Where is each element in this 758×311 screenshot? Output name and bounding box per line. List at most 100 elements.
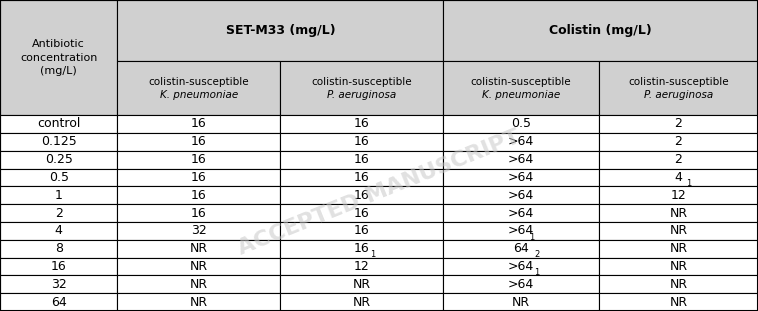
Bar [117, 222, 280, 240]
Bar [599, 293, 758, 311]
Text: 8: 8 [55, 242, 63, 255]
Text: 64: 64 [51, 295, 67, 309]
Text: >64: >64 [508, 260, 534, 273]
Text: Antibiotic
concentration
(mg/L): Antibiotic concentration (mg/L) [20, 39, 98, 76]
Text: 16: 16 [191, 207, 207, 220]
Bar [443, 240, 599, 258]
Bar [280, 133, 443, 151]
Text: 0.5: 0.5 [511, 118, 531, 131]
Text: NR: NR [190, 278, 208, 291]
Text: NR: NR [190, 295, 208, 309]
Bar [599, 133, 758, 151]
Bar [443, 61, 599, 115]
Bar [117, 293, 280, 311]
Text: 0.125: 0.125 [41, 135, 77, 148]
Bar [117, 133, 280, 151]
Text: 16: 16 [191, 189, 207, 202]
Text: colistin-susceptible: colistin-susceptible [312, 77, 412, 87]
Text: >64: >64 [508, 207, 534, 220]
Bar [443, 151, 599, 169]
Bar [443, 133, 599, 151]
Bar [599, 169, 758, 186]
Text: NR: NR [190, 260, 208, 273]
Text: 0.25: 0.25 [45, 153, 73, 166]
Bar [599, 186, 758, 204]
Bar [599, 61, 758, 115]
Bar [599, 222, 758, 240]
Text: NR: NR [669, 207, 688, 220]
Bar [280, 61, 443, 115]
Text: NR: NR [353, 278, 371, 291]
Bar [599, 151, 758, 169]
Text: NR: NR [190, 242, 208, 255]
Bar [0, 115, 117, 133]
Bar [280, 222, 443, 240]
Bar [443, 169, 599, 186]
Text: NR: NR [669, 295, 688, 309]
Bar [0, 169, 117, 186]
Text: P. aeruginosa: P. aeruginosa [327, 90, 396, 100]
Bar [117, 258, 280, 275]
Text: K. pneumoniae: K. pneumoniae [482, 90, 560, 100]
Text: >64: >64 [508, 224, 534, 237]
Bar [599, 258, 758, 275]
Text: >64: >64 [508, 135, 534, 148]
Text: K. pneumoniae: K. pneumoniae [160, 90, 238, 100]
Text: 32: 32 [51, 278, 67, 291]
Bar [280, 115, 443, 133]
Text: 1: 1 [686, 179, 691, 188]
Text: 64: 64 [513, 242, 529, 255]
Text: NR: NR [669, 224, 688, 237]
Text: 0.5: 0.5 [49, 171, 69, 184]
Text: 16: 16 [354, 242, 370, 255]
Text: 16: 16 [191, 118, 207, 131]
Text: 16: 16 [191, 171, 207, 184]
Text: >64: >64 [508, 189, 534, 202]
Bar [443, 0, 758, 61]
Text: colistin-susceptible: colistin-susceptible [471, 77, 572, 87]
Text: 2: 2 [675, 118, 682, 131]
Bar [0, 240, 117, 258]
Bar [280, 240, 443, 258]
Text: 16: 16 [354, 224, 370, 237]
Text: 16: 16 [354, 171, 370, 184]
Text: 16: 16 [191, 153, 207, 166]
Text: 1: 1 [534, 268, 540, 277]
Text: >64: >64 [508, 278, 534, 291]
Bar [280, 258, 443, 275]
Text: 16: 16 [354, 207, 370, 220]
Text: control: control [37, 118, 80, 131]
Text: NR: NR [669, 278, 688, 291]
Text: SET-M33 (mg/L): SET-M33 (mg/L) [226, 24, 335, 37]
Bar [0, 151, 117, 169]
Text: 4: 4 [55, 224, 63, 237]
Bar [117, 186, 280, 204]
Text: Colistin (mg/L): Colistin (mg/L) [550, 24, 652, 37]
Bar [0, 0, 117, 115]
Text: colistin-susceptible: colistin-susceptible [149, 77, 249, 87]
Bar [443, 293, 599, 311]
Text: 2: 2 [675, 135, 682, 148]
Text: NR: NR [353, 295, 371, 309]
Text: 16: 16 [51, 260, 67, 273]
Bar [117, 151, 280, 169]
Text: 1: 1 [370, 250, 375, 259]
Text: ACCEPTED MANUSCRIPT: ACCEPTED MANUSCRIPT [235, 127, 523, 259]
Bar [0, 186, 117, 204]
Bar [443, 204, 599, 222]
Bar [117, 204, 280, 222]
Bar [280, 186, 443, 204]
Bar [280, 293, 443, 311]
Text: NR: NR [512, 295, 530, 309]
Text: 32: 32 [191, 224, 207, 237]
Bar [0, 222, 117, 240]
Text: >64: >64 [508, 153, 534, 166]
Text: 16: 16 [354, 189, 370, 202]
Bar [599, 115, 758, 133]
Text: 2: 2 [534, 250, 540, 259]
Text: 12: 12 [671, 189, 686, 202]
Text: 2: 2 [55, 207, 63, 220]
Text: 2: 2 [675, 153, 682, 166]
Text: >64: >64 [508, 171, 534, 184]
Bar [0, 133, 117, 151]
